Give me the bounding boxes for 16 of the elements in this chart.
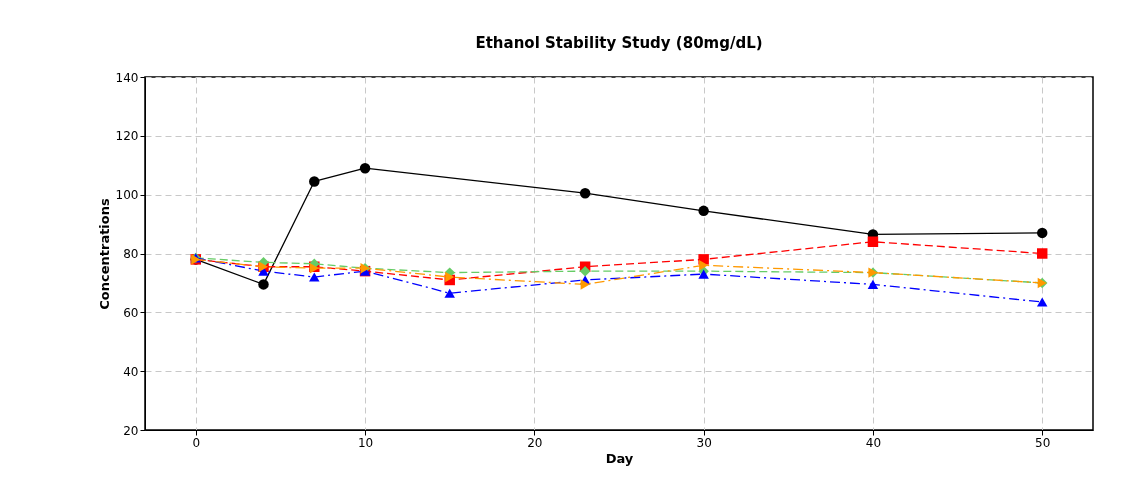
- x-tick-label: 10: [357, 435, 374, 450]
- y-axis-title: Concentrations: [96, 197, 112, 310]
- y-tick-label: 100: [115, 188, 139, 203]
- chart-title: Ethanol Stability Study (80mg/dL): [475, 34, 763, 52]
- x-tick-label: 50: [1035, 435, 1051, 450]
- y-tick-label: 20: [123, 423, 139, 438]
- x-axis-title: Day: [605, 450, 634, 466]
- x-tick-label: 40: [865, 435, 882, 450]
- y-tick-label: 80: [123, 247, 139, 261]
- y-tick-label: 60: [123, 305, 139, 320]
- y-tick-label: 40: [123, 364, 139, 379]
- x-tick-label: 30: [696, 435, 712, 450]
- y-tick-label: 120: [115, 129, 139, 144]
- x-tick-label: 20: [527, 435, 543, 450]
- y-tick-label: 140: [115, 70, 139, 85]
- x-tick-label: 0: [192, 435, 201, 450]
